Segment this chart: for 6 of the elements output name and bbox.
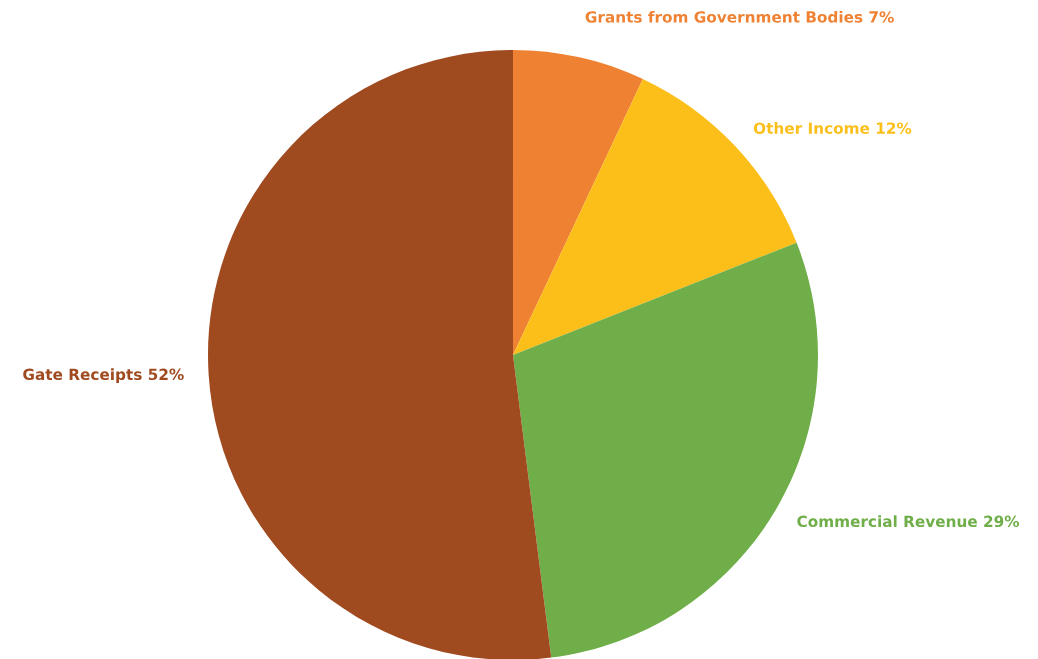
slice-label: Gate Receipts 52%: [23, 368, 184, 384]
slice-label: Other Income 12%: [753, 122, 912, 134]
pie-slice: [208, 50, 552, 659]
slice-label: Grants from Government Bodies 7%: [585, 10, 894, 23]
slice-label: Commercial Revenue 29%: [797, 515, 1020, 528]
pie-slice: [513, 50, 643, 355]
